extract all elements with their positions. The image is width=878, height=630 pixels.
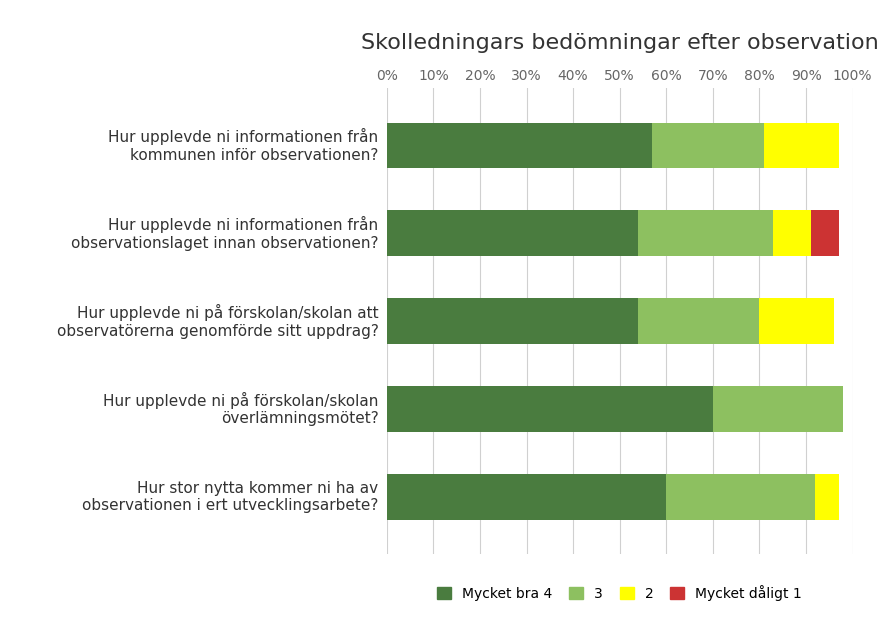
Bar (810, 210, 838, 256)
Bar (773, 210, 810, 256)
Bar (666, 474, 815, 520)
Bar (386, 299, 637, 344)
Bar (637, 210, 773, 256)
Bar (386, 210, 637, 256)
Legend: Mycket bra 4, 3, 2, Mycket dåligt 1: Mycket bra 4, 3, 2, Mycket dåligt 1 (437, 585, 801, 600)
Bar (637, 299, 759, 344)
Bar (651, 122, 763, 168)
Bar (386, 474, 666, 520)
Bar (386, 386, 712, 432)
Title: Skolledningars bedömningar efter observation: Skolledningars bedömningar efter observa… (360, 33, 878, 54)
Bar (815, 474, 838, 520)
Bar (759, 299, 833, 344)
Bar (763, 122, 838, 168)
Bar (386, 122, 651, 168)
Bar (712, 386, 842, 432)
